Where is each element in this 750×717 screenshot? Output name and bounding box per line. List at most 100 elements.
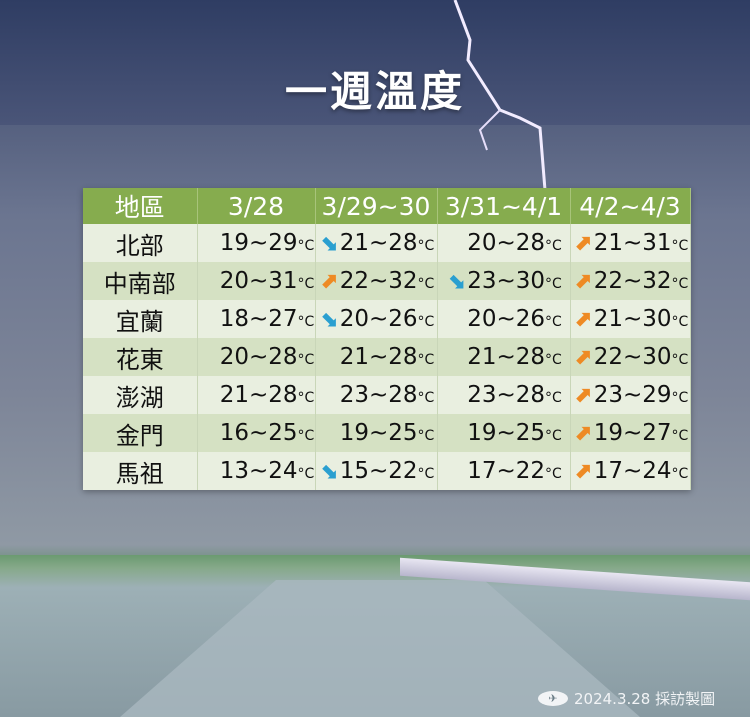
temperature-cell: 20~28°C bbox=[197, 338, 316, 376]
temperature-cell: 19~25°C bbox=[437, 414, 571, 452]
region-cell: 宜蘭 bbox=[83, 300, 198, 338]
temperature-cell: ⬈23~29°C bbox=[570, 376, 691, 414]
temperature-cell: ⬊20~26°C bbox=[315, 300, 438, 338]
temperature-range: 18~27 bbox=[219, 306, 298, 332]
temperature-range: 19~27 bbox=[593, 420, 672, 446]
column-header: 4/2~4/3 bbox=[570, 188, 691, 224]
temperature-range: 17~24 bbox=[593, 458, 672, 484]
temperature-range: 21~30 bbox=[593, 306, 672, 332]
unit-label: °C bbox=[671, 238, 689, 254]
temperature-range: 21~28 bbox=[339, 230, 418, 256]
temperature-cell: ⬈19~27°C bbox=[570, 414, 691, 452]
table-header: 地區 3/28 3/29~30 3/31~4/1 4/2~4/3 bbox=[83, 188, 691, 224]
unit-label: °C bbox=[545, 276, 562, 292]
table-row: 宜蘭 18~27°C ⬊20~26°C 20~26°C ⬈21~30°C bbox=[83, 300, 691, 338]
region-cell: 金門 bbox=[83, 414, 198, 452]
temperature-cell: 21~28°C bbox=[437, 338, 571, 376]
temperature-range: 16~25 bbox=[219, 420, 298, 446]
region-cell: 澎湖 bbox=[83, 376, 198, 414]
temperature-cell: 20~28°C bbox=[437, 224, 571, 262]
unit-label: °C bbox=[297, 314, 315, 330]
temperature-range: 20~26 bbox=[467, 306, 546, 332]
trend-up-arrow-icon: ⬈ bbox=[573, 306, 592, 332]
unit-label: °C bbox=[297, 390, 315, 406]
unit-label: °C bbox=[417, 390, 435, 406]
table-row: 金門 16~25°C 19~25°C 19~25°C ⬈19~27°C bbox=[83, 414, 691, 452]
unit-label: °C bbox=[297, 466, 315, 482]
unit-label: °C bbox=[671, 390, 689, 406]
trend-down-arrow-icon: ⬊ bbox=[319, 230, 338, 256]
unit-label: °C bbox=[671, 276, 689, 292]
unit-label: °C bbox=[671, 466, 689, 482]
region-cell: 北部 bbox=[83, 224, 198, 262]
column-header: 地區 bbox=[83, 188, 198, 224]
temperature-cell: ⬈21~31°C bbox=[570, 224, 691, 262]
temperature-range: 21~28 bbox=[339, 344, 418, 370]
temperature-range: 20~31 bbox=[219, 268, 298, 294]
page-title: 一週溫度 bbox=[284, 67, 465, 116]
temperature-cell: 17~22°C bbox=[437, 452, 571, 490]
temperature-range: 20~28 bbox=[467, 230, 546, 256]
column-header: 3/29~30 bbox=[315, 188, 438, 224]
region-cell: 馬祖 bbox=[83, 452, 198, 490]
unit-label: °C bbox=[417, 238, 435, 254]
temperature-cell: 18~27°C bbox=[197, 300, 316, 338]
cna-logo-icon: ✈ bbox=[538, 691, 568, 706]
trend-up-arrow-icon: ⬈ bbox=[573, 344, 592, 370]
temperature-range: 21~28 bbox=[467, 344, 546, 370]
temperature-range: 19~25 bbox=[339, 420, 418, 446]
temperature-cell: 21~28°C bbox=[197, 376, 316, 414]
temperature-range: 22~30 bbox=[593, 344, 672, 370]
temperature-range: 20~26 bbox=[339, 306, 418, 332]
temperature-range: 19~25 bbox=[467, 420, 546, 446]
unit-label: °C bbox=[417, 352, 435, 368]
unit-label: °C bbox=[545, 238, 562, 254]
unit-label: °C bbox=[417, 428, 435, 444]
unit-label: °C bbox=[545, 390, 562, 406]
trend-up-arrow-icon: ⬈ bbox=[573, 420, 592, 446]
footer-credit: ✈ 2024.3.28 採訪製圖 bbox=[538, 688, 715, 709]
temperature-cell: ⬊21~28°C bbox=[315, 224, 438, 262]
temperature-cell: ⬈22~30°C bbox=[570, 338, 691, 376]
trend-up-arrow-icon: ⬈ bbox=[573, 458, 592, 484]
unit-label: °C bbox=[297, 352, 315, 368]
table-row: 中南部 20~31°C ⬈22~32°C ⬊23~30°C ⬈22~32°C bbox=[83, 262, 691, 300]
column-header: 3/28 bbox=[197, 188, 316, 224]
temperature-range: 20~28 bbox=[219, 344, 298, 370]
unit-label: °C bbox=[671, 352, 689, 368]
unit-label: °C bbox=[417, 314, 435, 330]
temperature-cell: ⬈22~32°C bbox=[570, 262, 691, 300]
temperature-range: 23~29 bbox=[593, 382, 672, 408]
temperature-range: 21~31 bbox=[593, 230, 672, 256]
temperature-range: 23~28 bbox=[339, 382, 418, 408]
footer-text: 2024.3.28 採訪製圖 bbox=[574, 690, 716, 708]
trend-down-arrow-icon: ⬊ bbox=[446, 268, 466, 294]
column-header: 3/31~4/1 bbox=[437, 188, 571, 224]
temperature-range: 23~30 bbox=[467, 268, 546, 294]
region-cell: 中南部 bbox=[83, 262, 198, 300]
unit-label: °C bbox=[545, 428, 562, 444]
unit-label: °C bbox=[417, 466, 435, 482]
trend-down-arrow-icon: ⬊ bbox=[319, 306, 338, 332]
table-row: 澎湖 21~28°C 23~28°C 23~28°C ⬈23~29°C bbox=[83, 376, 691, 414]
unit-label: °C bbox=[671, 428, 689, 444]
unit-label: °C bbox=[297, 428, 315, 444]
temperature-range: 19~29 bbox=[219, 230, 298, 256]
table-row: 花東 20~28°C 21~28°C 21~28°C ⬈22~30°C bbox=[83, 338, 691, 376]
unit-label: °C bbox=[671, 314, 689, 330]
trend-up-arrow-icon: ⬈ bbox=[573, 230, 592, 256]
temperature-table: 地區 3/28 3/29~30 3/31~4/1 4/2~4/3 北部 19~29°C ⬊2… bbox=[83, 188, 691, 490]
trend-up-arrow-icon: ⬈ bbox=[573, 268, 592, 294]
temperature-cell: ⬊23~30°C bbox=[437, 262, 571, 300]
unit-label: °C bbox=[417, 276, 435, 292]
trend-down-arrow-icon: ⬊ bbox=[319, 458, 338, 484]
temperature-range: 17~22 bbox=[467, 458, 546, 484]
table-row: 北部 19~29°C ⬊21~28°C 20~28°C ⬈21~31°C bbox=[83, 224, 691, 262]
temperature-cell: 20~31°C bbox=[197, 262, 316, 300]
temperature-cell: 13~24°C bbox=[197, 452, 316, 490]
unit-label: °C bbox=[297, 238, 315, 254]
unit-label: °C bbox=[297, 276, 315, 292]
temperature-range: 21~28 bbox=[219, 382, 298, 408]
region-cell: 花東 bbox=[83, 338, 198, 376]
temperature-cell: ⬊15~22°C bbox=[315, 452, 438, 490]
